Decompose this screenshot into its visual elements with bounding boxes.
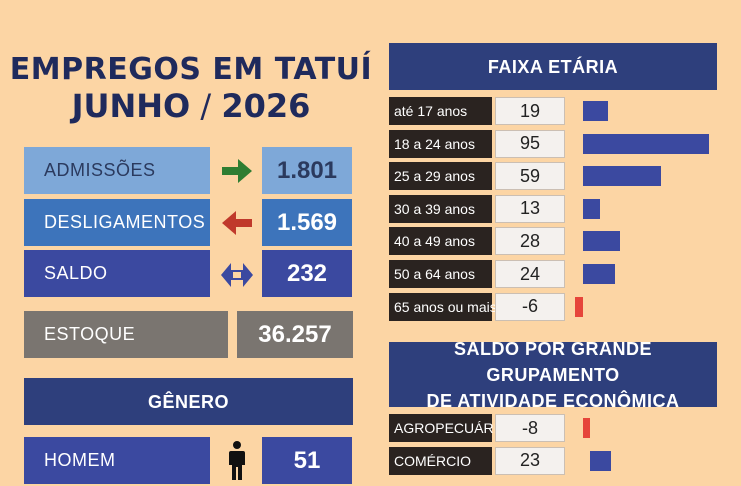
desligamentos-value: 1.569 [262,199,352,246]
bar [590,450,611,471]
admissoes-label: ADMISSÕES [24,147,210,194]
bar [583,133,710,154]
homem-label: HOMEM [24,437,210,484]
homem-value: 51 [262,437,352,484]
saldo-value: 232 [262,250,352,297]
data-label: -8 [495,414,565,442]
data-label: 59 [495,162,565,191]
bar [583,166,662,187]
data-label: 19 [495,97,565,125]
bar [575,296,583,317]
man-icon [222,440,252,482]
category-label: 25 a 29 anos [389,162,492,191]
page-subtitle: JUNHO / 2026 [0,87,382,125]
grupamento-title-line1: SALDO POR GRANDE GRUPAMENTO [453,338,652,385]
category-label: COMÉRCIO [389,446,492,475]
category-label: 18 a 24 anos [389,129,492,158]
category-label: 40 a 49 anos [389,227,492,256]
bar [582,418,590,438]
category-label: até 17 anos [389,97,492,125]
grupamento-chart: AGROPECUÁRIA -8 COMÉRCIO 23 [389,414,729,486]
desligamentos-label: DESLIGAMENTOS [24,199,210,246]
data-label: 95 [495,129,565,158]
estoque-value: 36.257 [237,311,353,358]
saldo-label: SALDO [24,250,210,297]
page-title: EMPREGOS EM TATUÍ [9,52,373,87]
exchange-arrows-icon [218,258,256,292]
admissoes-value: 1.801 [262,147,352,194]
category-label: 30 a 39 anos [389,194,492,223]
bar [583,101,609,121]
data-label: 23 [495,446,565,475]
category-label: 50 a 64 anos [389,260,492,288]
bar [583,198,601,219]
title-year: 2026 [221,87,311,125]
arrow-right-icon [218,154,256,188]
faixa-etaria-chart: até 17 anos 19 18 a 24 anos 95 25 a 29 anos 5… [389,97,729,327]
title-separator: / [190,87,222,125]
category-label: AGROPECUÁRIA [389,414,507,442]
data-label: 28 [495,227,565,256]
title-month: JUNHO [71,87,191,125]
faixa-etaria-header: FAIXA ETÁRIA [389,43,717,90]
estoque-label: ESTOQUE [24,311,228,358]
genero-header: GÊNERO [24,378,353,425]
category-label: 65 anos ou mais [389,292,497,321]
arrow-left-icon [218,206,256,240]
bar [583,231,621,252]
grupamento-title-line2: DE ATIVIDADE ECONÔMICA [426,390,680,411]
data-label: 13 [495,194,565,223]
bar [583,264,615,284]
data-label: -6 [495,292,565,321]
grupamento-header: SALDO POR GRANDE GRUPAMENTO DE ATIVIDADE… [389,339,717,411]
data-label: 24 [495,260,565,288]
